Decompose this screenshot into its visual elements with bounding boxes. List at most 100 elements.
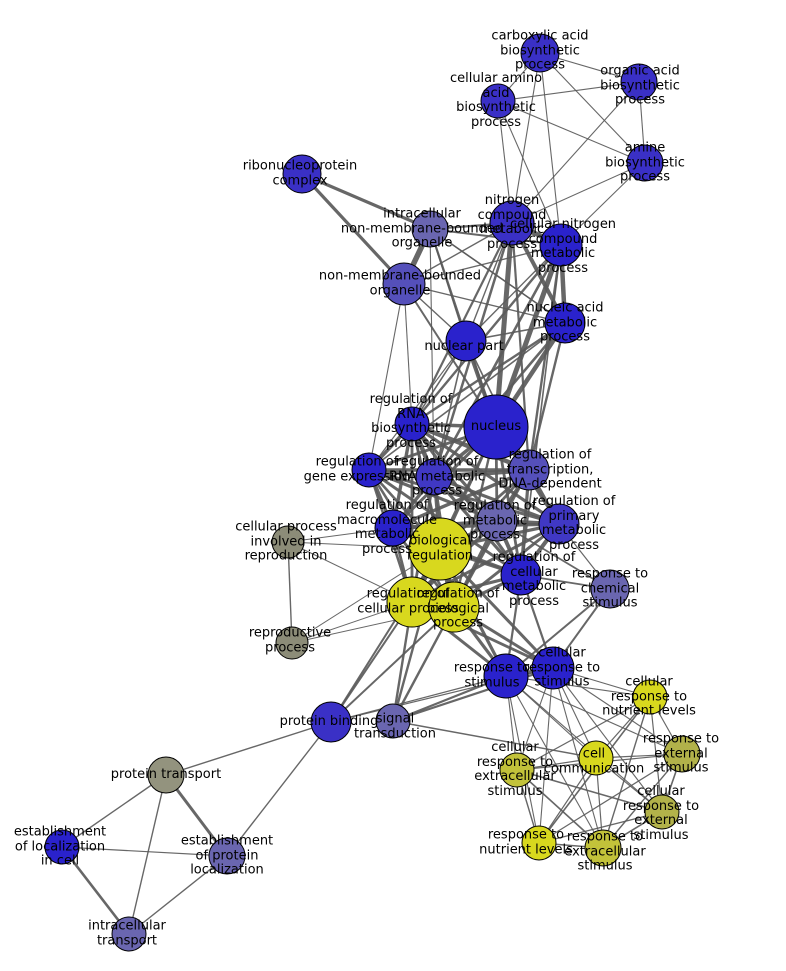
graph-node-regulation_of_metabolic_process[interactable] <box>476 500 518 542</box>
graph-edge[interactable] <box>516 696 651 771</box>
graph-edge[interactable] <box>649 696 663 813</box>
node-layer <box>44 33 701 952</box>
graph-edge[interactable] <box>429 228 435 478</box>
graph-node-cellular_response_to_extracellular_stimulus[interactable] <box>499 752 535 788</box>
graph-node-regulation_of_gene_expression[interactable] <box>351 452 387 488</box>
graph-node-reproductive_process[interactable] <box>275 626 309 660</box>
graph-edge[interactable] <box>538 811 663 844</box>
graph-edge[interactable] <box>552 667 663 813</box>
graph-node-establishment_of_protein_localization[interactable] <box>208 837 246 875</box>
graph-edge[interactable] <box>368 468 498 523</box>
graph-node-establishment_of_localization_in_cell[interactable] <box>44 829 80 865</box>
graph-edge[interactable] <box>496 520 611 590</box>
graph-node-intracellular_non_membrane_bounded_organelle[interactable] <box>411 210 449 248</box>
graph-node-response_to_extracellular_stimulus[interactable] <box>584 829 622 867</box>
graph-edge[interactable] <box>60 846 131 935</box>
graph-edge[interactable] <box>505 675 663 813</box>
graph-node-non_membrane_bounded_organelle[interactable] <box>382 262 426 306</box>
graph-edge[interactable] <box>226 721 332 857</box>
graph-edge[interactable] <box>403 283 413 425</box>
graph-node-regulation_of_rna_biosynthetic_process[interactable] <box>394 406 430 442</box>
graph-edge[interactable] <box>505 675 651 698</box>
graph-edge[interactable] <box>516 769 604 849</box>
graph-edge[interactable] <box>368 468 560 526</box>
graph-edge[interactable] <box>497 100 562 246</box>
graph-edge[interactable] <box>493 222 515 428</box>
graph-edge[interactable] <box>429 228 566 324</box>
graph-edge[interactable] <box>511 52 541 224</box>
graph-edge[interactable] <box>465 244 562 342</box>
graph-node-nucleic_acid_metabolic_process[interactable] <box>544 302 586 344</box>
graph-node-ribonucleoprotein_complex[interactable] <box>282 154 322 194</box>
graph-edge[interactable] <box>368 283 405 471</box>
graph-node-regulation_of_cellular_metabolic_process[interactable] <box>500 554 542 596</box>
graph-edge[interactable] <box>602 696 651 849</box>
graph-node-regulation_of_rna_metabolic_process[interactable] <box>415 458 453 496</box>
graph-node-nitrogen_compound_metabolic_process[interactable] <box>489 200 535 246</box>
graph-edge[interactable] <box>538 667 554 844</box>
graph-node-protein_binding[interactable] <box>310 701 352 743</box>
graph-node-amine_biosynthetic_process[interactable] <box>626 144 664 182</box>
graph-node-regulation_of_primary_metabolic_process[interactable] <box>538 503 580 545</box>
graph-edge[interactable] <box>128 774 167 935</box>
graph-node-signal_transduction[interactable] <box>375 703 411 739</box>
graph-node-cellular_nitrogen_compound_metabolic_process[interactable] <box>539 223 583 267</box>
graph-node-response_to_chemical_stimulus[interactable] <box>590 569 630 609</box>
graph-node-nuclear_part[interactable] <box>445 320 487 362</box>
graph-edge[interactable] <box>392 720 597 759</box>
graph-edge[interactable] <box>165 721 332 776</box>
graph-node-carboxylic_acid_biosynthetic_process[interactable] <box>520 33 560 73</box>
graph-edge[interactable] <box>602 753 683 849</box>
graph-edge[interactable] <box>410 422 499 523</box>
graph-node-intracellular_transport[interactable] <box>111 916 147 952</box>
graph-edge[interactable] <box>403 244 562 285</box>
graph-node-regulation_of_transcription_dna_dependent[interactable] <box>508 449 550 491</box>
graph-edge[interactable] <box>505 588 611 677</box>
graph-node-response_to_external_stimulus[interactable] <box>663 735 701 773</box>
graph-edge[interactable] <box>392 468 530 530</box>
graph-edge[interactable] <box>330 548 441 723</box>
graph-node-response_to_stimulus[interactable] <box>483 653 529 699</box>
graph-node-cellular_amino_acid_biosynthetic_process[interactable] <box>480 83 516 119</box>
graph-node-organic_acid_biosynthetic_process[interactable] <box>620 63 658 101</box>
graph-node-cellular_response_to_external_stimulus[interactable] <box>644 794 680 830</box>
graph-edge[interactable] <box>539 52 646 164</box>
graph-edge[interactable] <box>128 855 228 935</box>
graph-edge[interactable] <box>411 321 566 426</box>
graph-edge[interactable] <box>330 606 455 723</box>
graph-edge[interactable] <box>497 100 646 164</box>
graph-edge[interactable] <box>61 774 167 848</box>
graph-edge[interactable] <box>511 162 646 224</box>
graph-node-cell_communication[interactable] <box>578 740 614 776</box>
graph-edge[interactable] <box>552 667 683 755</box>
graph-edge[interactable] <box>301 172 431 231</box>
graph-edge[interactable] <box>411 244 562 425</box>
graph-edge[interactable] <box>516 769 663 813</box>
graph-edge[interactable] <box>511 81 640 224</box>
graph-edge[interactable] <box>505 675 604 849</box>
graph-node-regulation_of_macromolecule_metabolic_process[interactable] <box>374 509 412 547</box>
graph-edge[interactable] <box>527 322 567 471</box>
graph-edge[interactable] <box>497 81 640 102</box>
graph-edge[interactable] <box>368 340 467 471</box>
graph-edge[interactable] <box>505 675 683 755</box>
graph-edge[interactable] <box>300 172 406 286</box>
graph-node-cellular_response_to_nutrient_levels[interactable] <box>632 679 668 715</box>
graph-node-protein_transport[interactable] <box>147 756 185 794</box>
graph-edge[interactable] <box>368 322 566 471</box>
graph-edge[interactable] <box>432 244 563 478</box>
graph-edge[interactable] <box>538 753 683 844</box>
graph-edge[interactable] <box>552 667 604 849</box>
graph-node-biological_regulation[interactable] <box>408 517 472 581</box>
graph-node-nucleus[interactable] <box>463 394 529 460</box>
graph-edge[interactable] <box>61 846 228 857</box>
graph-node-cellular_response_to_stimulus[interactable] <box>531 646 575 690</box>
graph-edge[interactable] <box>287 541 293 644</box>
graph-node-cellular_process_involved_in_reproduction[interactable] <box>271 525 305 559</box>
graph-edge[interactable] <box>539 52 562 246</box>
graph-node-response_to_nutrient_levels[interactable] <box>521 825 557 861</box>
graph-edge[interactable] <box>520 244 562 576</box>
graph-node-regulation_of_biological_process[interactable] <box>428 581 480 633</box>
